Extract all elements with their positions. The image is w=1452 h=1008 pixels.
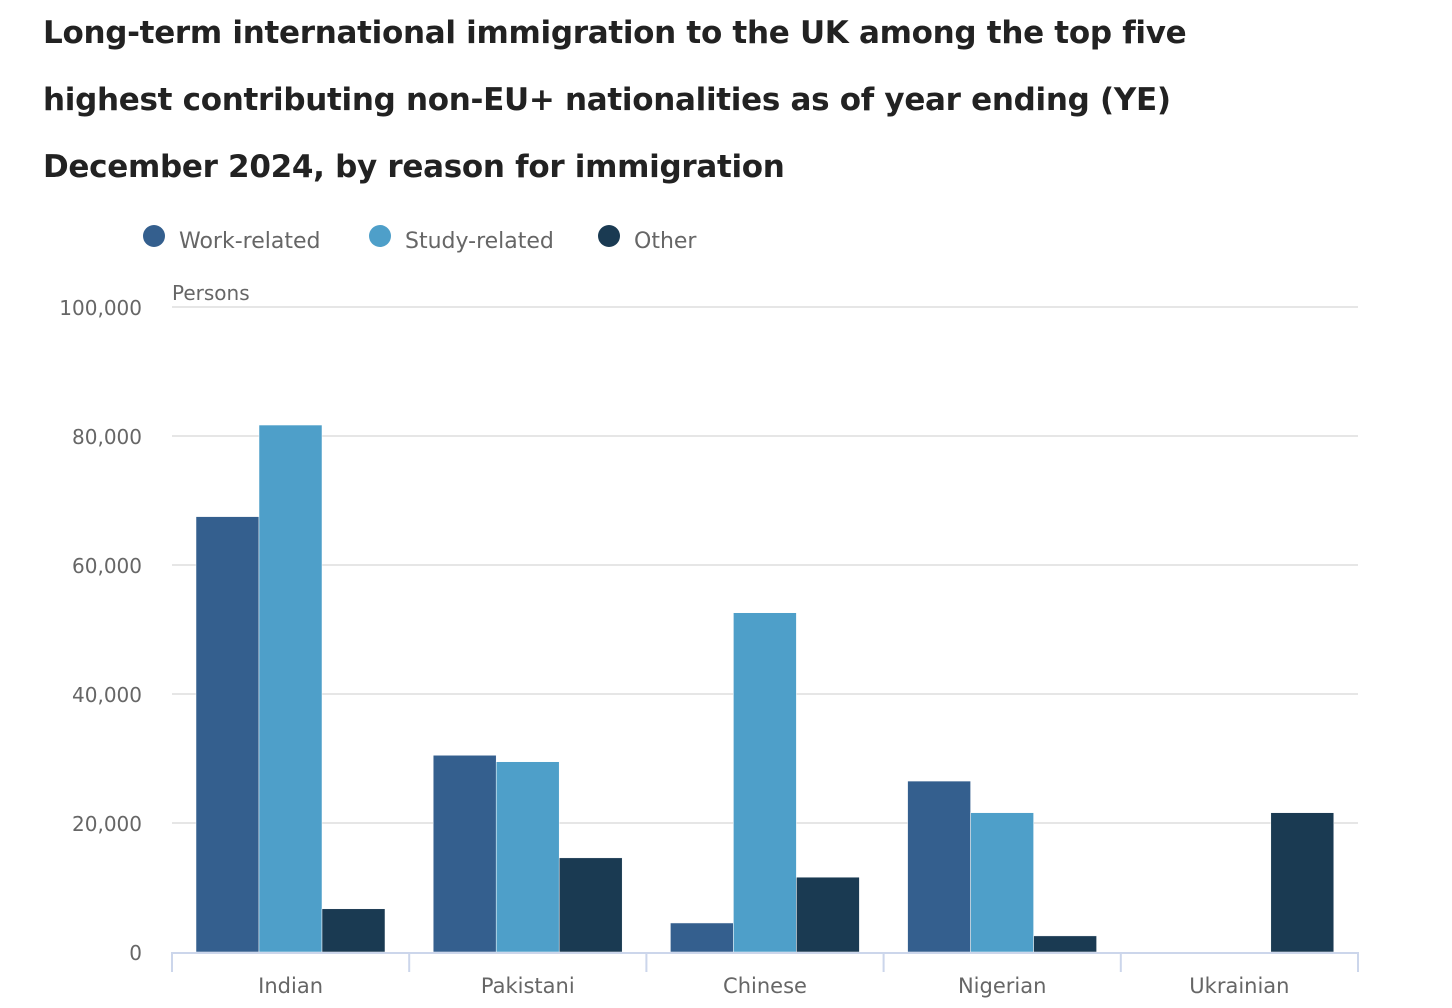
y-tick-label: 20,000	[72, 812, 142, 836]
bar-nigerian-2	[1033, 935, 1097, 953]
bar-ukrainian-2	[1270, 812, 1335, 953]
legend-label: Other	[634, 229, 697, 254]
bar-chinese-0	[670, 922, 734, 953]
y-axis-label: Persons	[172, 281, 250, 305]
legend-label: Work-related	[179, 229, 320, 254]
legend-marker-1	[369, 225, 391, 247]
y-tick-label: 80,000	[72, 425, 142, 449]
x-tick-label: Nigerian	[958, 974, 1046, 998]
y-tick-label: 100,000	[59, 296, 142, 320]
x-tick-label: Pakistani	[481, 974, 575, 998]
legend-label: Study-related	[405, 229, 554, 254]
bar-nigerian-0	[907, 780, 971, 953]
bar-nigerian-1	[970, 812, 1034, 953]
bar-chinese-1	[733, 612, 797, 953]
chart-title: Long-term international immigration to t…	[43, 15, 1187, 185]
legend-marker-0	[143, 225, 165, 247]
bar-pakistani-1	[495, 761, 560, 953]
bar-pakistani-0	[432, 755, 497, 953]
bar-chinese-2	[796, 876, 860, 953]
bar-indian-0	[195, 516, 260, 953]
legend-marker-2	[598, 225, 620, 247]
bar-indian-1	[258, 424, 323, 953]
bar-pakistani-2	[558, 857, 623, 953]
bar-indian-2	[321, 908, 386, 953]
y-tick-label: 0	[129, 941, 142, 965]
x-tick-label: Chinese	[723, 974, 807, 998]
x-tick-label: Ukrainian	[1189, 974, 1289, 998]
y-tick-label: 60,000	[72, 554, 142, 578]
y-tick-label: 40,000	[72, 683, 142, 707]
x-tick-label: Indian	[258, 974, 323, 998]
